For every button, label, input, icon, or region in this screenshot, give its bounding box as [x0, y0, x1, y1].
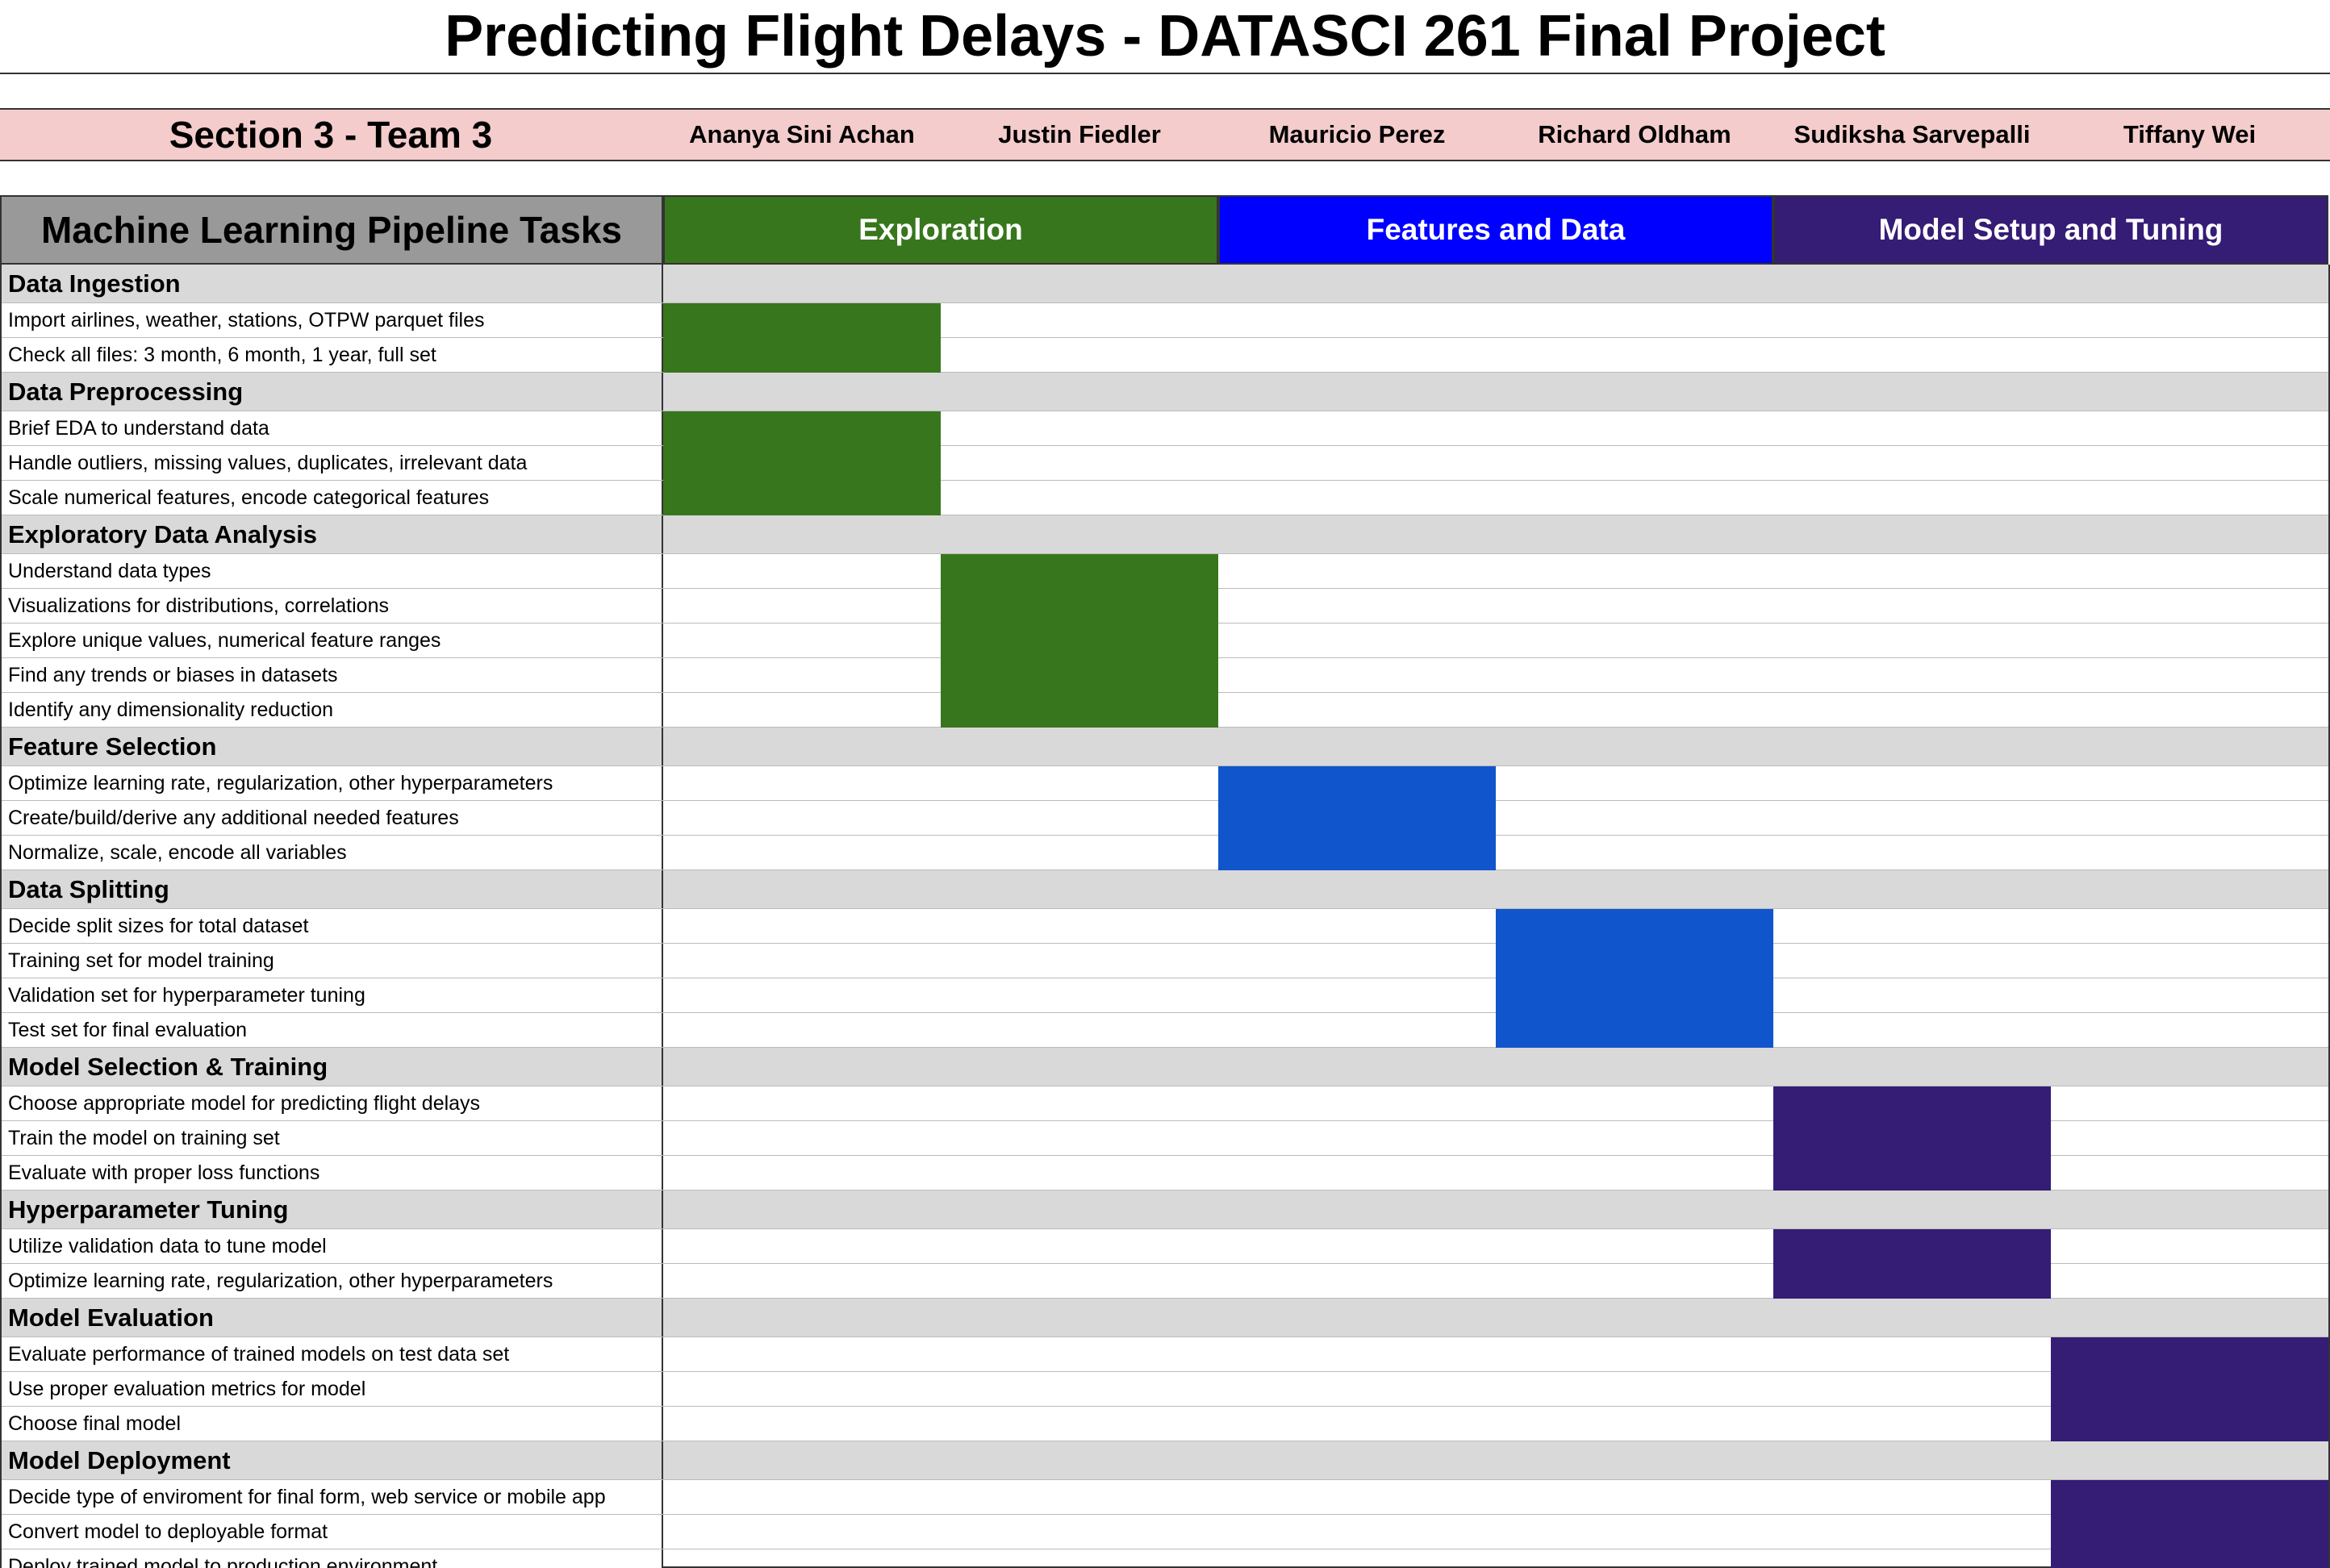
task-row: Test set for final evaluation: [2, 1013, 2328, 1048]
task-row: Evaluate with proper loss functions: [2, 1156, 2328, 1191]
section-row: Model Evaluation: [2, 1299, 2328, 1337]
task-row: Choose final model: [2, 1407, 2328, 1441]
task-label: Evaluate with proper loss functions: [2, 1156, 663, 1190]
assignment-bar: [1773, 1229, 2051, 1299]
task-label: Import airlines, weather, stations, OTPW…: [2, 303, 663, 337]
pipeline-chart: Machine Learning Pipeline Tasks Explorat…: [0, 195, 2330, 1568]
task-row: Scale numerical features, encode categor…: [2, 481, 2328, 515]
task-label: Check all files: 3 month, 6 month, 1 yea…: [2, 338, 663, 372]
task-row: Optimize learning rate, regularization, …: [2, 766, 2328, 801]
team-member: Ananya Sini Achan: [689, 120, 915, 148]
task-label: Brief EDA to understand data: [2, 411, 663, 445]
task-label: Find any trends or biases in datasets: [2, 658, 663, 692]
task-row: Choose appropriate model for predicting …: [2, 1086, 2328, 1121]
task-label: Train the model on training set: [2, 1121, 663, 1155]
team-member: Mauricio Perez: [1268, 120, 1446, 148]
task-row: Validation set for hyperparameter tuning: [2, 978, 2328, 1013]
task-row: Brief EDA to understand data: [2, 411, 2328, 446]
assignment-bar: [1773, 1086, 2051, 1191]
task-label: Scale numerical features, encode categor…: [2, 481, 663, 515]
task-label: Training set for model training: [2, 944, 663, 978]
task-label: Convert model to deployable format: [2, 1515, 663, 1549]
assignment-bar: [663, 303, 941, 373]
assignment-bar: [941, 554, 1218, 728]
task-label: Decide split sizes for total dataset: [2, 909, 663, 943]
task-row: Utilize validation data to tune model: [2, 1229, 2328, 1264]
task-label: Handle outliers, missing values, duplica…: [2, 446, 663, 480]
section-row: Feature Selection: [2, 728, 2328, 766]
task-row: Decide type of enviroment for final form…: [2, 1480, 2328, 1515]
phase-header: Exploration: [663, 195, 1218, 265]
task-row: Training set for model training: [2, 944, 2328, 978]
task-rows: Data Ingestion Import airlines, weather, …: [0, 265, 2330, 1568]
team-bar: Section 3 - Team 3 Ananya Sini Achan Just…: [0, 108, 2330, 161]
phase-header: Model Setup and Tuning: [1773, 195, 2328, 265]
section-row: Data Preprocessing: [2, 373, 2328, 411]
section-title: Feature Selection: [2, 728, 663, 765]
task-row: Create/build/derive any additional neede…: [2, 801, 2328, 836]
task-row: Optimize learning rate, regularization, …: [2, 1264, 2328, 1299]
task-label: Validation set for hyperparameter tuning: [2, 978, 663, 1012]
task-row: Train the model on training set: [2, 1121, 2328, 1156]
assignment-bar: [2051, 1480, 2328, 1568]
task-label: Identify any dimensionality reduction: [2, 693, 663, 727]
task-row: Convert model to deployable format: [2, 1515, 2328, 1549]
task-label: Utilize validation data to tune model: [2, 1229, 663, 1263]
task-label: Explore unique values, numerical feature…: [2, 623, 663, 657]
team-member: Tiffany Wei: [2123, 120, 2257, 148]
team-member: Sudiksha Sarvepalli: [1793, 120, 2031, 148]
assignment-bar: [2051, 1337, 2328, 1441]
section-row: Data Ingestion: [2, 265, 2328, 303]
tasks-header: Machine Learning Pipeline Tasks: [0, 195, 663, 265]
section-title: Data Ingestion: [2, 265, 663, 302]
section-row: Hyperparameter Tuning: [2, 1191, 2328, 1229]
section-title: Data Preprocessing: [2, 373, 663, 411]
task-row: Deploy trained model to production envir…: [2, 1549, 2328, 1568]
task-row: Normalize, scale, encode all variables: [2, 836, 2328, 870]
task-row: Evaluate performance of trained models o…: [2, 1337, 2328, 1372]
task-row: Check all files: 3 month, 6 month, 1 yea…: [2, 338, 2328, 373]
task-label: Normalize, scale, encode all variables: [2, 836, 663, 869]
section-row: Model Selection & Training: [2, 1048, 2328, 1086]
section-row: Exploratory Data Analysis: [2, 515, 2328, 554]
team-member: Justin Fiedler: [998, 120, 1161, 148]
team-member: Richard Oldham: [1538, 120, 1731, 148]
task-label: Evaluate performance of trained models o…: [2, 1337, 663, 1371]
section-title: Exploratory Data Analysis: [2, 515, 663, 553]
task-label: Understand data types: [2, 554, 663, 588]
section-title: Model Deployment: [2, 1441, 663, 1479]
task-label: Choose final model: [2, 1407, 663, 1441]
task-label: Test set for final evaluation: [2, 1013, 663, 1047]
task-row: Use proper evaluation metrics for model: [2, 1372, 2328, 1407]
task-label: Visualizations for distributions, correl…: [2, 589, 663, 623]
assignment-bar: [1218, 766, 1496, 870]
section-title: Model Selection & Training: [2, 1048, 663, 1086]
task-row: Decide split sizes for total dataset: [2, 909, 2328, 944]
task-label: Optimize learning rate, regularization, …: [2, 766, 663, 800]
section-row: Model Deployment: [2, 1441, 2328, 1480]
section-title: Data Splitting: [2, 870, 663, 908]
task-label: Optimize learning rate, regularization, …: [2, 1264, 663, 1298]
task-label: Choose appropriate model for predicting …: [2, 1086, 663, 1120]
section-row: Data Splitting: [2, 870, 2328, 909]
task-row: Import airlines, weather, stations, OTPW…: [2, 303, 2328, 338]
section-title: Model Evaluation: [2, 1299, 663, 1337]
task-label: Decide type of enviroment for final form…: [2, 1480, 663, 1514]
assignment-bar: [1496, 909, 1773, 1048]
assignment-bar: [663, 411, 941, 515]
section-title: Hyperparameter Tuning: [2, 1191, 663, 1228]
phase-header: Features and Data: [1218, 195, 1773, 265]
task-row: Handle outliers, missing values, duplica…: [2, 446, 2328, 481]
team-name: Section 3 - Team 3: [169, 114, 493, 156]
task-label: Create/build/derive any additional neede…: [2, 801, 663, 835]
task-label: Deploy trained model to production envir…: [2, 1549, 663, 1568]
task-label: Use proper evaluation metrics for model: [2, 1372, 663, 1406]
page-title: Predicting Flight Delays - DATASCI 261 F…: [0, 0, 2330, 74]
